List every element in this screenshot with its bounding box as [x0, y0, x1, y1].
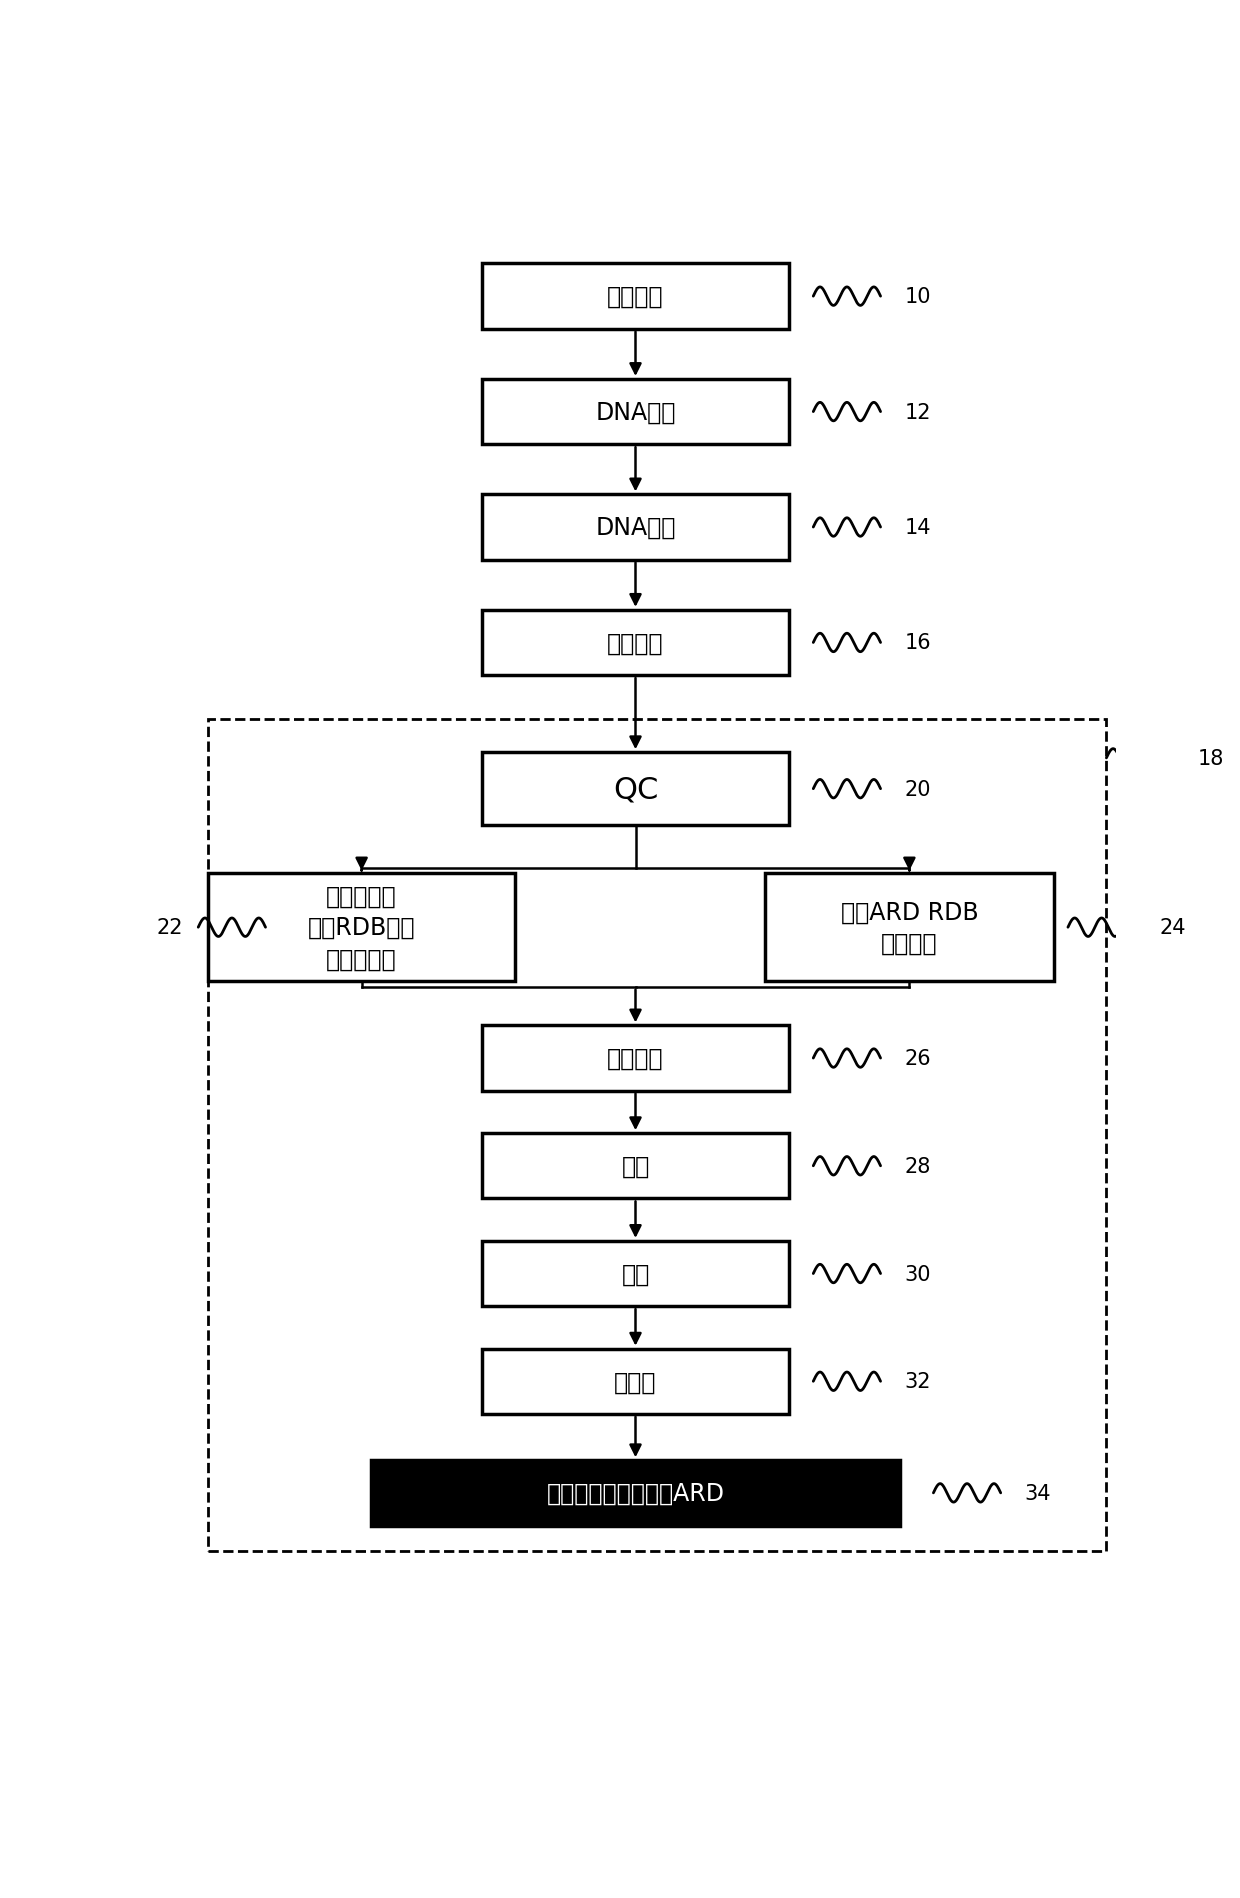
Bar [481, 495, 789, 560]
Text: 存储读长: 存储读长 [608, 632, 663, 655]
Text: 10: 10 [905, 287, 931, 307]
Bar [481, 1241, 789, 1306]
Text: 26: 26 [905, 1048, 931, 1069]
Bar [481, 754, 789, 826]
Text: 22: 22 [156, 919, 182, 938]
Text: 20: 20 [905, 780, 931, 799]
Text: 标注: 标注 [621, 1262, 650, 1285]
Text: 收集样品: 收集样品 [608, 285, 663, 309]
Text: 14: 14 [905, 518, 931, 537]
Text: 针对病原体
序列RDB进行
分类学聚类: 针对病原体 序列RDB进行 分类学聚类 [308, 884, 415, 972]
Bar [208, 719, 1106, 1551]
Text: 18: 18 [1198, 748, 1224, 769]
Bar [481, 1133, 789, 1200]
Text: DNA测序: DNA测序 [595, 516, 676, 539]
Text: 病原体和抗菌素耐药ARD: 病原体和抗菌素耐药ARD [547, 1480, 724, 1505]
Text: 组装: 组装 [621, 1154, 650, 1179]
Bar [481, 1025, 789, 1091]
Bar [481, 264, 789, 330]
Text: 32: 32 [905, 1372, 931, 1391]
Bar [481, 380, 789, 444]
Text: 24: 24 [1159, 919, 1185, 938]
Bar [481, 611, 789, 676]
Text: 后处理: 后处理 [614, 1370, 657, 1393]
Bar [208, 873, 516, 981]
Text: 针对ARD RDB
匹配读长: 针对ARD RDB 匹配读长 [841, 900, 978, 955]
Text: 28: 28 [905, 1156, 931, 1177]
Text: 34: 34 [1024, 1482, 1052, 1503]
Text: 30: 30 [905, 1264, 931, 1283]
Text: QC: QC [613, 774, 658, 803]
Bar [371, 1460, 900, 1526]
Text: DNA提取: DNA提取 [595, 400, 676, 425]
Text: 汇集读长: 汇集读长 [608, 1046, 663, 1070]
Bar [481, 1349, 789, 1414]
Text: 12: 12 [905, 402, 931, 423]
Text: 16: 16 [905, 634, 931, 653]
Bar [765, 873, 1054, 981]
